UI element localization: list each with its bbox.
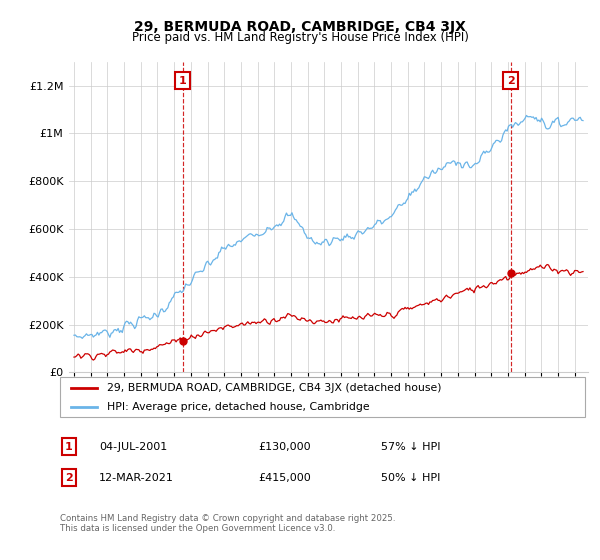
Text: 57% ↓ HPI: 57% ↓ HPI [381,442,440,452]
Text: 04-JUL-2001: 04-JUL-2001 [99,442,167,452]
Text: 2: 2 [65,473,73,483]
Text: 50% ↓ HPI: 50% ↓ HPI [381,473,440,483]
Text: 1: 1 [65,442,73,452]
Text: 12-MAR-2021: 12-MAR-2021 [99,473,174,483]
FancyBboxPatch shape [60,377,585,417]
Text: 2: 2 [507,76,515,86]
Text: HPI: Average price, detached house, Cambridge: HPI: Average price, detached house, Camb… [107,402,370,412]
Text: 1: 1 [179,76,187,86]
Text: £415,000: £415,000 [258,473,311,483]
Text: Contains HM Land Registry data © Crown copyright and database right 2025.
This d: Contains HM Land Registry data © Crown c… [60,514,395,534]
Text: 29, BERMUDA ROAD, CAMBRIDGE, CB4 3JX: 29, BERMUDA ROAD, CAMBRIDGE, CB4 3JX [134,20,466,34]
Text: £130,000: £130,000 [258,442,311,452]
Text: Price paid vs. HM Land Registry's House Price Index (HPI): Price paid vs. HM Land Registry's House … [131,31,469,44]
Text: 29, BERMUDA ROAD, CAMBRIDGE, CB4 3JX (detached house): 29, BERMUDA ROAD, CAMBRIDGE, CB4 3JX (de… [107,383,442,393]
